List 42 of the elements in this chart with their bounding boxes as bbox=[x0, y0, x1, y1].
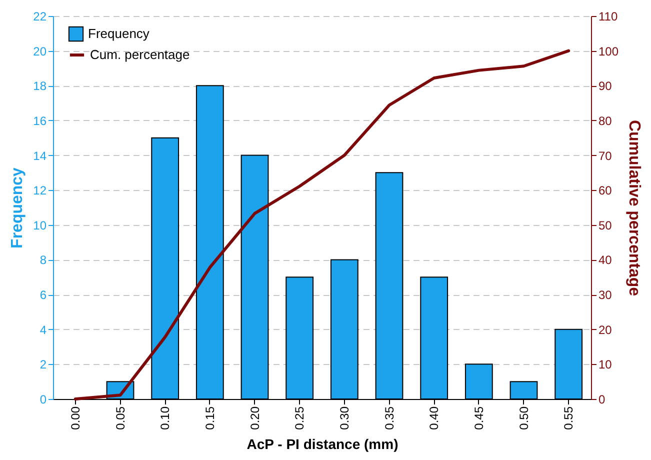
y-tick-label: 0 bbox=[40, 392, 47, 406]
y-tick-label: 2 bbox=[40, 358, 47, 372]
legend-label: Cum. percentage bbox=[90, 47, 190, 62]
x-tick-label: 0.50 bbox=[516, 406, 531, 430]
x-axis-title: AcP - PI distance (mm) bbox=[246, 436, 398, 452]
y-tick-label: 18 bbox=[33, 79, 47, 94]
x-tick-label: 0.30 bbox=[337, 406, 352, 430]
y-tick-label: 22 bbox=[33, 10, 47, 24]
y-tick-label: 8 bbox=[40, 253, 47, 268]
y-tick-label: 10 bbox=[33, 218, 47, 232]
x-tick-label: 0.10 bbox=[158, 406, 172, 430]
x-tick-label: 0.45 bbox=[472, 406, 486, 430]
x-tick-label: 0.40 bbox=[427, 406, 442, 430]
legend-label: Frequency bbox=[88, 26, 150, 41]
y-tick-label: 14 bbox=[33, 148, 47, 163]
y2-tick-label: 50 bbox=[598, 218, 612, 232]
y2-tick-label: 10 bbox=[598, 358, 612, 372]
y-tick-label: 16 bbox=[33, 114, 47, 128]
x-tick-label: 0.55 bbox=[562, 406, 576, 430]
y2-tick-label: 80 bbox=[598, 114, 612, 128]
line-series bbox=[74, 49, 570, 400]
y2-tick-label: 20 bbox=[598, 322, 612, 337]
y-tick-label: 12 bbox=[33, 184, 47, 198]
y2-tick-label: 0 bbox=[598, 392, 606, 406]
y2-tick-label: 110 bbox=[598, 10, 618, 24]
x-tick-label: 0.25 bbox=[292, 406, 307, 430]
y2-tick-label: 100 bbox=[598, 44, 619, 58]
x-tick-label: 0.35 bbox=[382, 406, 396, 430]
y2-tick-label: 90 bbox=[598, 79, 612, 94]
y2-tick-label: 70 bbox=[598, 148, 612, 163]
x-tick-label: 0.00 bbox=[68, 406, 82, 430]
y-tick-label: 20 bbox=[33, 44, 47, 58]
y2-axis-title: Cumulative percentage bbox=[626, 120, 643, 296]
y-axis-title: Frequency bbox=[9, 167, 26, 248]
y-tick-label: 6 bbox=[40, 288, 47, 302]
x-tick-label: 0.15 bbox=[202, 406, 217, 430]
x-tick-label: 0.05 bbox=[113, 406, 128, 430]
y2-tick-label: 60 bbox=[598, 184, 612, 198]
y-tick-label: 4 bbox=[40, 322, 47, 337]
y2-tick-label: 40 bbox=[598, 253, 612, 268]
x-tick-label: 0.20 bbox=[248, 406, 262, 430]
y2-tick-label: 30 bbox=[598, 288, 612, 302]
